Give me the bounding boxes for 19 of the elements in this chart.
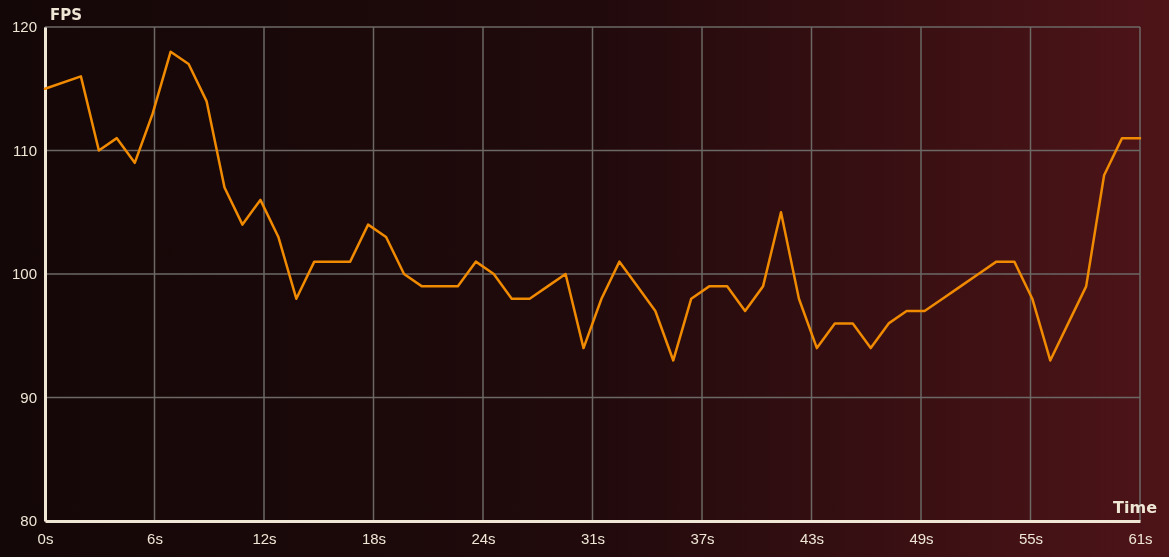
line-series bbox=[43, 50, 1142, 362]
x-tick-label: 6s bbox=[147, 529, 163, 547]
x-tick-label: 49s bbox=[909, 529, 934, 547]
y-tick-label: 90 bbox=[20, 388, 37, 406]
x-tick-label: 0s bbox=[37, 529, 54, 547]
x-tick-label: 18s bbox=[361, 529, 387, 547]
y-tick-label: 120 bbox=[11, 18, 37, 36]
y-tick-label: 110 bbox=[13, 141, 37, 159]
x-tick-label: 43s bbox=[799, 529, 825, 547]
x-tick-label: 24s bbox=[471, 529, 496, 547]
x-tick-label: 31s bbox=[580, 529, 606, 547]
x-tick-label: 55s bbox=[1018, 529, 1044, 547]
x-axis-title: Time bbox=[1113, 498, 1158, 517]
x-tick-label: 61s bbox=[1128, 529, 1153, 547]
y-tick-label: 100 bbox=[11, 265, 37, 283]
x-tick-label: 12s bbox=[252, 529, 277, 547]
x-tick-label: 37s bbox=[690, 529, 715, 547]
y-tick-label: 80 bbox=[20, 512, 37, 530]
y-axis-title: FPS bbox=[50, 6, 83, 24]
